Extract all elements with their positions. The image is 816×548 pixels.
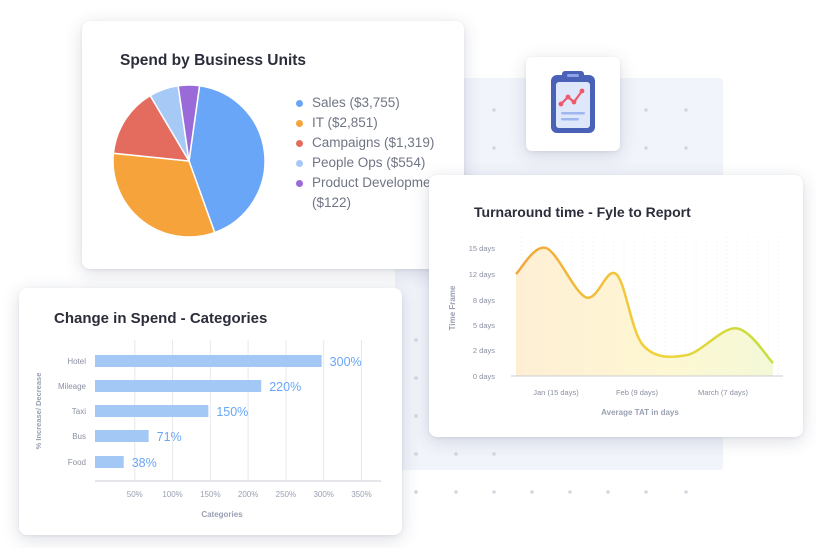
decor-dot	[454, 452, 458, 456]
line-chart-title: Turnaround time - Fyle to Report	[474, 204, 691, 220]
pie-chart	[112, 84, 266, 238]
decor-dot	[492, 146, 496, 150]
pie-chart-title: Spend by Business Units	[120, 52, 307, 69]
line-chart: 0 days 2 days 5 days 8 days 12 days 15 days J…	[448, 237, 783, 417]
line-area-fill	[516, 247, 773, 376]
line-x-axis-label: Average TAT in days	[601, 408, 679, 417]
line-x-tick-label: Jan (15 days)	[533, 388, 579, 397]
bar-value-label: 38%	[132, 456, 157, 470]
bar-x-tick-label: 250%	[276, 490, 296, 499]
pie-chart-card: Spend by Business Units Sales ($3,755) I…	[82, 21, 464, 269]
legend-dot	[296, 160, 303, 167]
bar-category-label: Hotel	[67, 357, 86, 366]
bar-x-tick-label: 200%	[238, 490, 258, 499]
bar-category-label: Bus	[72, 432, 86, 441]
line-y-tick-label: 15 days	[469, 244, 496, 253]
legend-dot	[296, 100, 303, 107]
bar-x-tick-label: 350%	[351, 490, 371, 499]
decor-dot	[414, 376, 418, 380]
bar-hotel	[95, 355, 322, 367]
line-x-tick-label: Feb (9 days)	[616, 388, 659, 397]
bar-x-tick-label: 150%	[200, 490, 220, 499]
decor-dot	[492, 108, 496, 112]
legend-item-product-development: Product Development ($122)	[296, 173, 456, 213]
decor-dot	[606, 490, 610, 494]
decor-dot	[684, 108, 688, 112]
decor-dot	[414, 338, 418, 342]
bar-taxi	[95, 405, 209, 417]
line-x-tick-label: March (7 days)	[698, 388, 749, 397]
decor-dot	[568, 490, 572, 494]
bar-bus	[95, 430, 149, 442]
bar-mileage	[95, 380, 262, 392]
bar-category-label: Food	[68, 458, 86, 467]
line-y-tick-label: 2 days	[473, 346, 495, 355]
bar-chart: Hotel 300% Mileage 220% Taxi 150% Bus 71% Food 38…	[34, 340, 381, 519]
decor-dot	[644, 490, 648, 494]
bar-chart-card: Change in Spend - Categories Hotel 300% Mi…	[19, 288, 402, 535]
legend-dot	[296, 180, 303, 187]
decor-dot	[492, 490, 496, 494]
legend-item-it: IT ($2,851)	[296, 113, 456, 133]
legend-item-campaigns: Campaigns ($1,319)	[296, 133, 456, 153]
decor-dot	[454, 490, 458, 494]
decor-dot	[414, 452, 418, 456]
legend-dot	[296, 120, 303, 127]
bar-x-tick-label: 50%	[127, 490, 143, 499]
line-y-tick-label: 8 days	[473, 296, 495, 305]
decor-dot	[644, 146, 648, 150]
line-y-tick-label: 0 days	[473, 372, 495, 381]
pie-slice-sales	[188, 84, 266, 234]
bar-x-tick-label: 300%	[313, 490, 333, 499]
legend-item-sales: Sales ($3,755)	[296, 93, 456, 113]
bar-category-label: Mileage	[58, 382, 87, 391]
pie-slice-it	[112, 152, 216, 238]
bar-x-tick-label: 100%	[162, 490, 182, 499]
decor-dot	[684, 490, 688, 494]
decor-dot	[414, 490, 418, 494]
line-y-tick-label: 5 days	[473, 321, 495, 330]
bar-category-label: Taxi	[72, 407, 86, 416]
legend-item-people-ops: People Ops ($554)	[296, 153, 456, 173]
clipboard-card	[526, 57, 620, 151]
bar-value-label: 71%	[157, 430, 182, 444]
clipboard-chart-icon	[551, 71, 595, 133]
legend-dot	[296, 140, 303, 147]
bar-chart-title: Change in Spend - Categories	[54, 310, 268, 327]
bar-x-axis-label: Categories	[201, 510, 243, 519]
bar-value-label: 220%	[269, 380, 301, 394]
line-y-axis-label: Time Frame	[448, 285, 457, 330]
decor-dot	[414, 414, 418, 418]
pie-legend: Sales ($3,755) IT ($2,851) Campaigns ($1…	[296, 93, 456, 213]
bar-food	[95, 456, 124, 468]
line-series	[515, 246, 774, 364]
bar-value-label: 150%	[216, 405, 248, 419]
bar-value-label: 300%	[330, 355, 362, 369]
decor-dot	[644, 108, 648, 112]
pie-slice-campaigns	[112, 94, 191, 162]
decor-dot	[492, 452, 496, 456]
decor-dot	[684, 146, 688, 150]
bar-y-axis-label: % Increase/ Decrease	[34, 373, 43, 450]
line-y-tick-label: 12 days	[469, 270, 496, 279]
line-chart-card: Turnaround time - Fyle to Report 0 days 2…	[429, 175, 803, 437]
pie-slice-product-development	[177, 84, 201, 162]
decor-dot	[530, 490, 534, 494]
